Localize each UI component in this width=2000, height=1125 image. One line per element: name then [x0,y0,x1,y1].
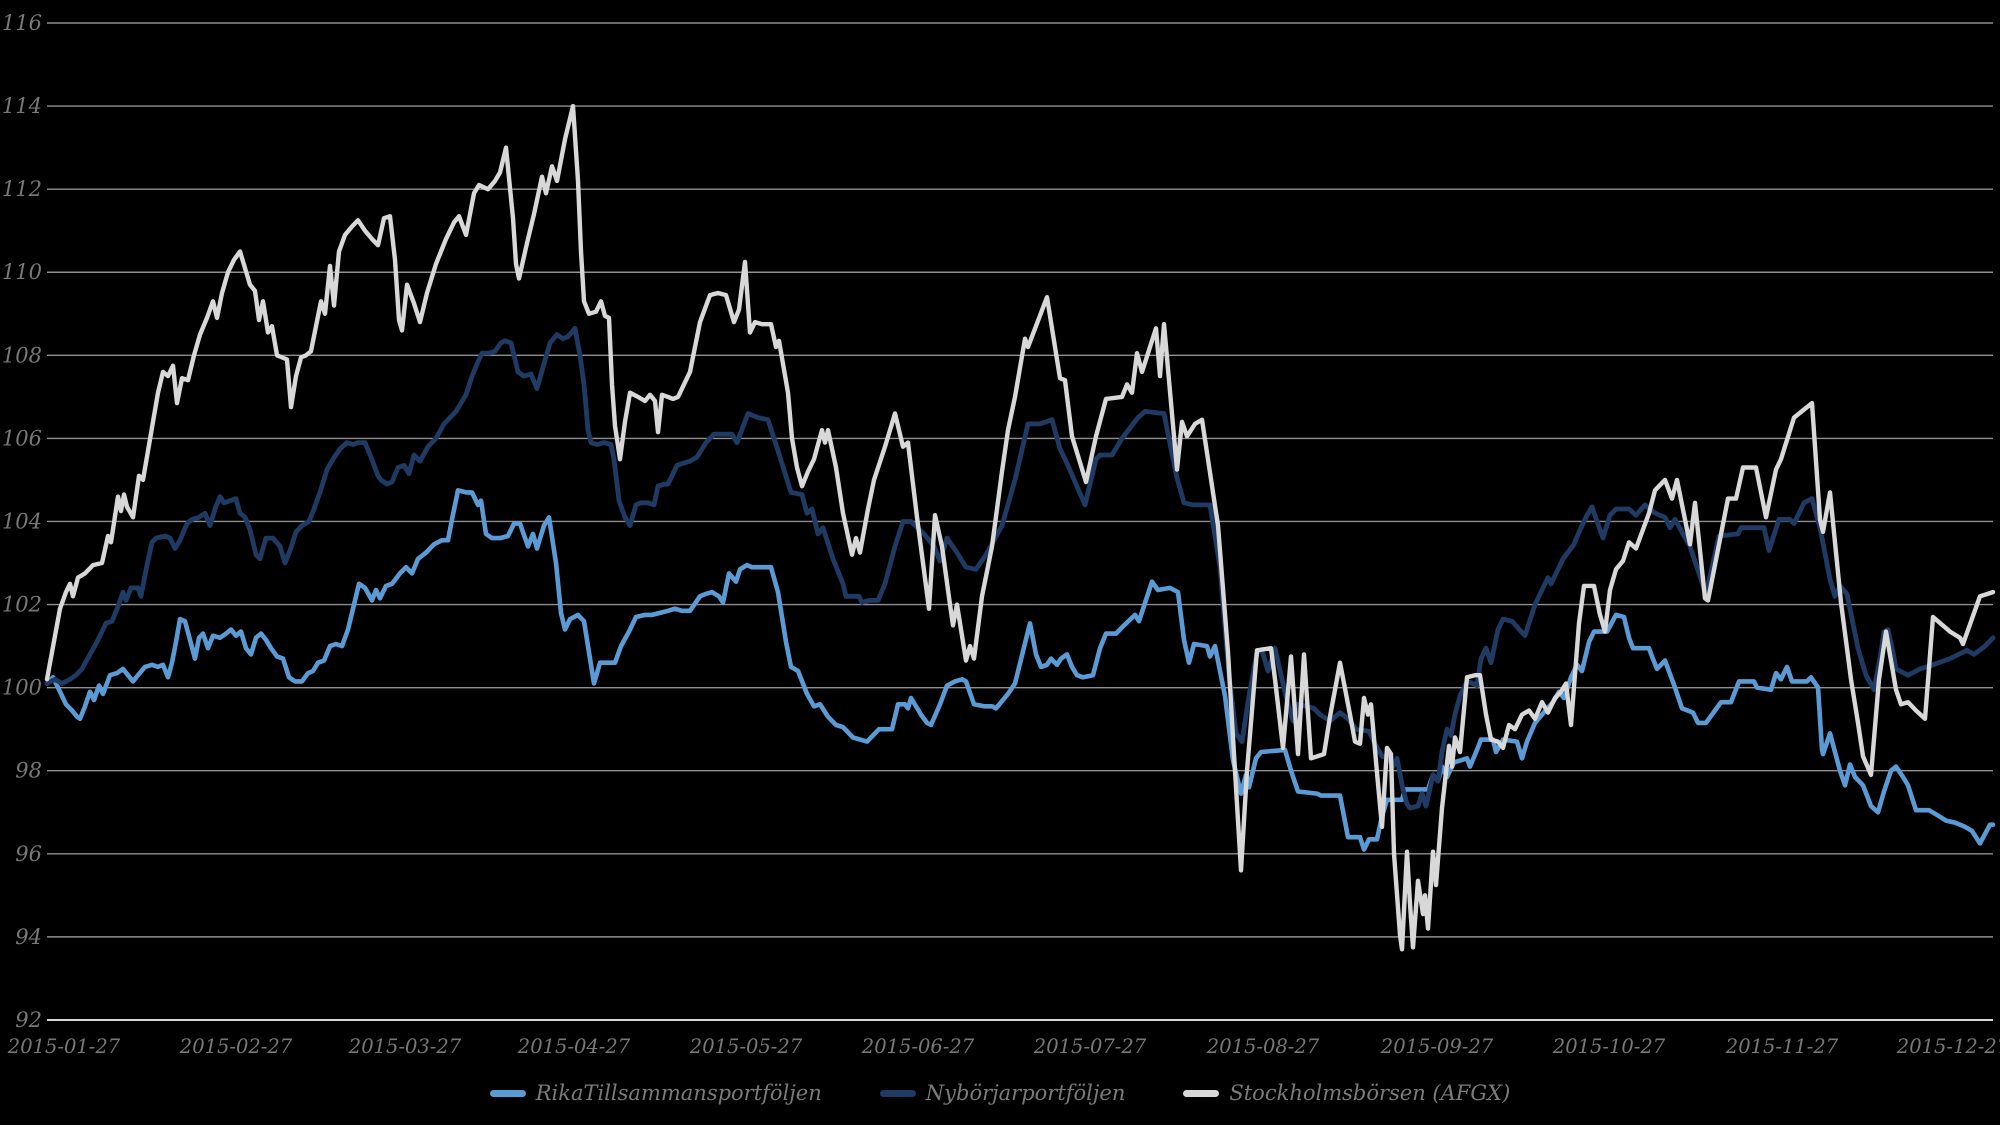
y-tick-label: 110 [2,260,42,284]
x-tick-label: 2015-07-27 [1033,1035,1147,1058]
series-lines [44,103,1996,952]
x-tick-label: 2015-04-27 [517,1035,631,1058]
legend-label: Stockholmsbörsen (AFGX) [1229,1081,1511,1105]
legend-item-2[interactable]: Stockholmsbörsen (AFGX) [1183,1081,1510,1105]
y-tick-label: 96 [15,842,42,866]
legend-item-1[interactable]: Nybörjarportföljen [879,1081,1126,1105]
x-tick-label: 2015-05-27 [689,1035,803,1058]
x-tick-label: 2015-02-27 [179,1035,293,1058]
y-tick-label: 102 [2,593,42,617]
legend-item-0[interactable]: RikaTillsammansportföljen [489,1081,822,1105]
legend-label: Nybörjarportföljen [925,1081,1126,1105]
x-tick-label: 2015-08-27 [1206,1035,1320,1058]
x-tick-label: 2015-09-27 [1380,1035,1494,1058]
x-tick-label: 2015-12-27 [1896,1035,2000,1058]
y-tick-label: 98 [15,759,42,783]
y-tick-label: 108 [2,343,42,367]
x-tick-label: 2015-06-27 [861,1035,975,1058]
legend-swatch-icon [1183,1089,1220,1097]
y-tick-label: 92 [15,1008,42,1032]
y-tick-label: 100 [2,676,42,700]
legend-swatch-icon [879,1089,916,1097]
y-axis-labels: 92 94 96 98 100 102 104 106 108 110 112 114 116 [2,11,42,1032]
x-tick-label: 2015-11-27 [1725,1035,1839,1058]
legend-swatch-icon [489,1089,526,1097]
chart-legend: RikaTillsammansportföljen Nybörjarportföl… [0,1076,2000,1110]
y-tick-label: 116 [2,11,42,35]
x-tick-label: 2015-10-27 [1552,1035,1666,1058]
x-tick-label: 2015-01-27 [7,1035,121,1058]
y-tick-label: 112 [2,177,42,201]
series-line-nyborjar [44,325,1996,811]
series-line-rikatillsammans [44,487,1996,852]
y-tick-label: 104 [2,509,42,533]
y-tick-label: 94 [15,925,42,949]
y-tick-label: 114 [2,94,42,118]
y-tick-label: 106 [2,426,42,450]
x-axis-labels: 2015-01-27 2015-02-27 2015-03-27 2015-04-27… [7,1035,2000,1058]
series-line-stockholmsborsen [44,103,1996,952]
x-tick-label: 2015-03-27 [348,1035,462,1058]
gridlines [47,22,1993,1021]
legend-label: RikaTillsammansportföljen [535,1081,822,1105]
